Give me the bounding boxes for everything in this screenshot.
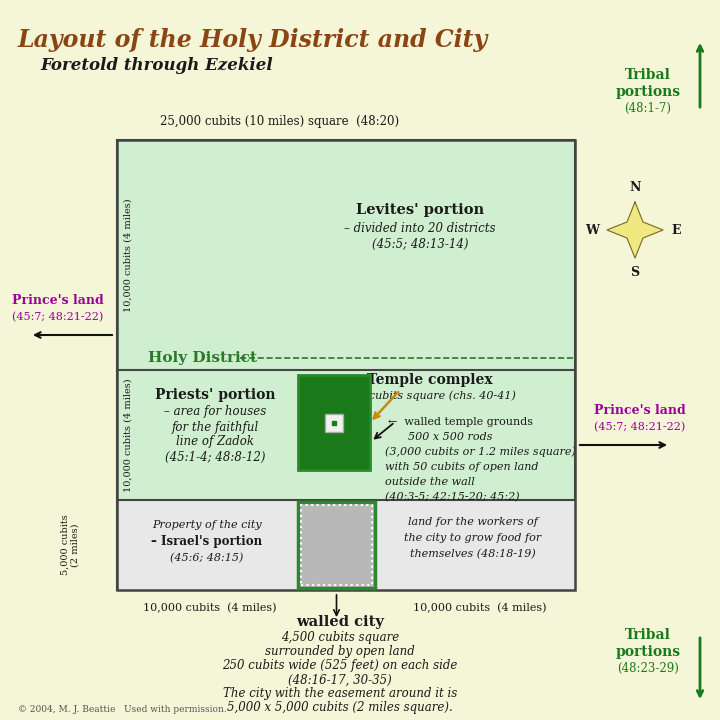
Text: (45:5; 48:13-14): (45:5; 48:13-14) <box>372 238 468 251</box>
Text: themselves (48:18-19): themselves (48:18-19) <box>410 549 536 559</box>
Text: portions: portions <box>616 85 680 99</box>
Text: (3,000 cubits or 1.2 miles square): (3,000 cubits or 1.2 miles square) <box>385 446 576 457</box>
Text: (48:35): (48:35) <box>318 559 356 567</box>
Text: walled city: walled city <box>296 615 384 629</box>
Text: – Israel's portion: – Israel's portion <box>151 536 263 549</box>
Text: 500 x 500 rods: 500 x 500 rods <box>408 432 492 442</box>
Text: 25,000 cubits (10 miles) square  (48:20): 25,000 cubits (10 miles) square (48:20) <box>161 115 400 128</box>
Text: the city to grow food for: the city to grow food for <box>405 533 541 543</box>
Text: (45:1-4; 48:8-12): (45:1-4; 48:8-12) <box>165 451 265 464</box>
Text: Is There: Is There <box>306 541 367 554</box>
Text: (45:7; 48:21-22): (45:7; 48:21-22) <box>12 312 104 322</box>
Text: 10,000 cubits  (4 miles): 10,000 cubits (4 miles) <box>413 603 546 613</box>
Text: Levites' portion: Levites' portion <box>356 203 484 217</box>
Text: W: W <box>585 223 599 236</box>
Text: outside the wall: outside the wall <box>385 477 474 487</box>
Text: (45:7; 48:21-22): (45:7; 48:21-22) <box>595 422 685 432</box>
Text: (48:16-17, 30-35): (48:16-17, 30-35) <box>288 673 392 686</box>
Text: Layout of the Holy District and City: Layout of the Holy District and City <box>18 28 488 52</box>
Bar <box>325 413 343 431</box>
Text: Priests' portion: Priests' portion <box>155 388 275 402</box>
Text: E: E <box>671 223 680 236</box>
Text: 5,000 cubits
(2 miles): 5,000 cubits (2 miles) <box>60 515 80 575</box>
Text: (48:23-29): (48:23-29) <box>617 662 679 675</box>
Text: surrounded by open land: surrounded by open land <box>265 646 415 659</box>
Text: Property of the city: Property of the city <box>152 520 262 530</box>
Bar <box>298 375 370 470</box>
Text: S: S <box>631 266 639 279</box>
Text: ←  walled temple grounds: ← walled temple grounds <box>388 417 533 427</box>
Text: (40:3-5; 42:15-20; 45:2): (40:3-5; 42:15-20; 45:2) <box>385 492 520 502</box>
Bar <box>301 505 372 585</box>
Bar <box>298 502 375 588</box>
Text: 5,000 x 5,000 cubits (2 miles square).: 5,000 x 5,000 cubits (2 miles square). <box>227 701 453 714</box>
Text: line of Zadok: line of Zadok <box>176 436 254 449</box>
Text: 4,500 cubits square: 4,500 cubits square <box>281 631 399 644</box>
Text: 250 cubits wide (525 feet) on each side: 250 cubits wide (525 feet) on each side <box>222 660 458 672</box>
Text: © 2004, M. J. Beattie   Used with permission.: © 2004, M. J. Beattie Used with permissi… <box>18 706 227 714</box>
Text: 500 cubits square (chs. 40-41): 500 cubits square (chs. 40-41) <box>344 391 516 401</box>
Bar <box>117 140 575 590</box>
Text: Tribal: Tribal <box>625 628 671 642</box>
Text: – divided into 20 districts: – divided into 20 districts <box>344 222 496 235</box>
Text: Tribal: Tribal <box>625 68 671 82</box>
Text: Holy District: Holy District <box>148 351 257 365</box>
Text: 10,000 cubits (4 miles): 10,000 cubits (4 miles) <box>124 378 132 492</box>
Polygon shape <box>607 202 663 258</box>
Text: (48:1-7): (48:1-7) <box>624 102 672 114</box>
Text: land for the workers of: land for the workers of <box>408 517 538 527</box>
Text: with 50 cubits of open land: with 50 cubits of open land <box>385 462 539 472</box>
Bar <box>117 140 575 590</box>
Text: city called:: city called: <box>308 510 365 520</box>
Text: The city with the easement around it is: The city with the easement around it is <box>223 688 457 701</box>
Text: – area for houses: – area for houses <box>164 405 266 418</box>
Text: N: N <box>629 181 641 194</box>
Text: The LORD: The LORD <box>299 524 374 538</box>
Text: Temple complex: Temple complex <box>367 373 492 387</box>
Bar <box>117 500 575 590</box>
Text: Foretold through Ezekiel: Foretold through Ezekiel <box>40 56 273 73</box>
Text: Prince's land: Prince's land <box>594 403 686 416</box>
Text: Prince's land: Prince's land <box>12 294 104 307</box>
Text: for the faithful: for the faithful <box>171 420 258 433</box>
Text: portions: portions <box>616 645 680 659</box>
Text: 10,000 cubits (4 miles): 10,000 cubits (4 miles) <box>124 198 132 312</box>
Text: 10,000 cubits  (4 miles): 10,000 cubits (4 miles) <box>143 603 276 613</box>
Text: (45:6; 48:15): (45:6; 48:15) <box>171 553 243 563</box>
